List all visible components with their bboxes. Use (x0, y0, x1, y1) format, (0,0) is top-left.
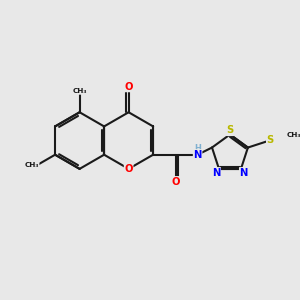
Text: S: S (267, 136, 274, 146)
Text: CH₃: CH₃ (286, 132, 300, 138)
Text: O: O (124, 164, 133, 174)
Text: N: N (212, 168, 220, 178)
Text: CH₃: CH₃ (72, 88, 87, 94)
Text: H: H (194, 144, 201, 153)
Text: S: S (226, 125, 234, 136)
Text: N: N (194, 150, 202, 160)
Text: CH₃: CH₃ (25, 162, 39, 168)
Text: N: N (240, 168, 248, 178)
Text: O: O (124, 82, 133, 92)
Text: O: O (172, 177, 180, 187)
